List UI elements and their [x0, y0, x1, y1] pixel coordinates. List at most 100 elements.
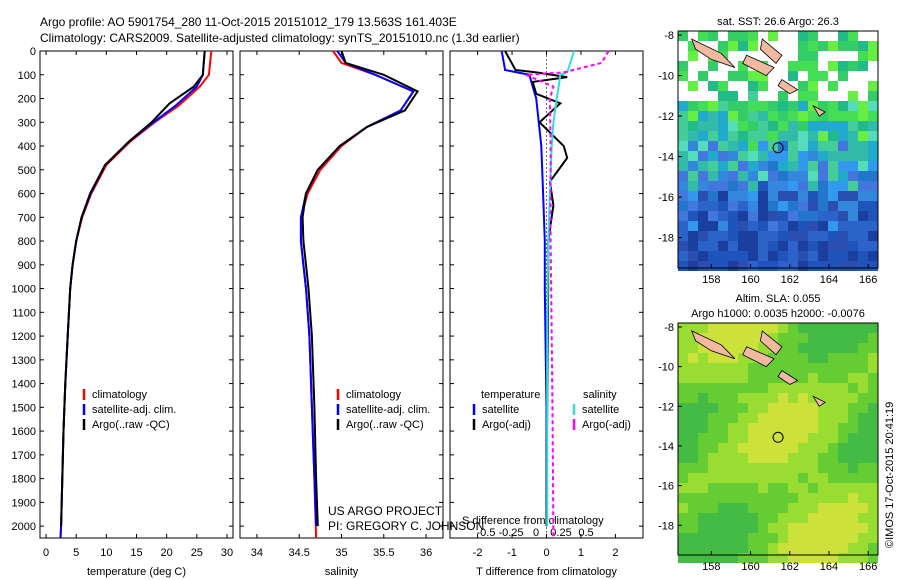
heat-cell — [828, 333, 838, 343]
heat-cell — [798, 211, 808, 221]
heat-cell — [728, 493, 738, 503]
heat-cell — [738, 533, 748, 543]
heat-cell — [828, 101, 838, 111]
heat-cell — [788, 393, 798, 403]
heat-cell — [778, 191, 788, 201]
heat-cell — [838, 503, 848, 513]
heat-cell — [808, 413, 818, 423]
heat-cell — [828, 323, 838, 333]
heat-cell — [858, 171, 868, 181]
heat-cell — [758, 221, 768, 231]
heat-cell — [678, 181, 688, 191]
heat-cell — [808, 433, 818, 443]
heat-cell — [828, 463, 838, 473]
header-line2: Climatology: CARS2009. Satellite-adjuste… — [40, 31, 520, 45]
heat-cell — [748, 443, 758, 453]
heat-cell — [678, 423, 688, 433]
heat-cell — [858, 403, 868, 413]
heat-cell — [758, 261, 768, 271]
heat-cell — [858, 333, 868, 343]
heat-cell — [768, 111, 778, 121]
heat-cell — [778, 101, 788, 111]
series-line-argo-raw-qc- — [60, 50, 206, 527]
map-x-tick-label: 160 — [741, 561, 759, 573]
heat-cell — [688, 231, 698, 241]
heat-cell — [858, 41, 868, 51]
depth-tick-label: 1100 — [12, 307, 36, 319]
heat-cell — [778, 363, 788, 373]
island-shape — [690, 330, 736, 360]
heat-cell — [838, 171, 848, 181]
heat-cell — [708, 211, 718, 221]
heat-cell — [718, 261, 728, 271]
heat-cell — [678, 353, 688, 363]
heat-cell — [718, 503, 728, 513]
heat-cell — [838, 111, 848, 121]
heat-cell — [688, 353, 698, 363]
heat-cell — [708, 181, 718, 191]
heat-cell — [768, 383, 778, 393]
heat-cell — [688, 141, 698, 151]
heat-cell — [828, 251, 838, 261]
heat-cell — [828, 221, 838, 231]
heat-cell — [868, 241, 878, 251]
heat-cell — [788, 161, 798, 171]
heat-cell — [858, 433, 868, 443]
heat-cell — [828, 393, 838, 403]
heat-cell — [738, 403, 748, 413]
heat-cell — [808, 463, 818, 473]
heat-cell — [728, 523, 738, 533]
heat-cell — [778, 473, 788, 483]
heat-cell — [788, 261, 798, 271]
heat-cell — [678, 463, 688, 473]
heat-cell — [678, 221, 688, 231]
heat-cell — [708, 393, 718, 403]
heat-cell — [748, 71, 758, 81]
heat-cell — [728, 363, 738, 373]
sst-map-frame — [677, 30, 879, 269]
heat-cell — [798, 241, 808, 251]
x-tick-label: 2 — [612, 547, 618, 559]
heat-cell — [748, 403, 758, 413]
heat-cell — [828, 493, 838, 503]
heat-cell — [818, 493, 828, 503]
heat-cell — [818, 121, 828, 131]
heat-cell — [688, 181, 698, 191]
heat-cell — [688, 81, 698, 91]
heat-cell — [738, 241, 748, 251]
heat-cell — [808, 423, 818, 433]
heat-cell — [848, 121, 858, 131]
heat-cell — [688, 363, 698, 373]
island-shape — [777, 370, 799, 385]
heat-cell — [858, 51, 868, 61]
heat-cell — [698, 493, 708, 503]
heat-cell — [818, 503, 828, 513]
heat-cell — [818, 171, 828, 181]
heat-cell — [708, 221, 718, 231]
heat-cell — [868, 543, 878, 553]
heat-cell — [718, 553, 728, 563]
heat-cell — [758, 393, 768, 403]
heat-cell — [848, 383, 858, 393]
map-x-tick-label: 166 — [859, 274, 877, 286]
x-tick-label: 0 — [43, 547, 49, 559]
heat-cell — [758, 453, 768, 463]
heat-cell — [838, 453, 848, 463]
heat-cell — [798, 553, 808, 563]
depth-tick-label: 900 — [18, 260, 36, 272]
heat-cell — [838, 523, 848, 533]
heat-cell — [698, 453, 708, 463]
heat-cell — [708, 523, 718, 533]
heat-cell — [758, 443, 768, 453]
heat-cell — [828, 443, 838, 453]
heat-cell — [848, 363, 858, 373]
heat-cell — [788, 523, 798, 533]
heat-cell — [848, 241, 858, 251]
heat-cell — [788, 483, 798, 493]
heat-cell — [678, 131, 688, 141]
map-x-tick-label: 158 — [702, 274, 720, 286]
heat-cell — [858, 553, 868, 563]
heat-cell — [778, 493, 788, 503]
heat-cell — [808, 353, 818, 363]
heat-cell — [718, 191, 728, 201]
